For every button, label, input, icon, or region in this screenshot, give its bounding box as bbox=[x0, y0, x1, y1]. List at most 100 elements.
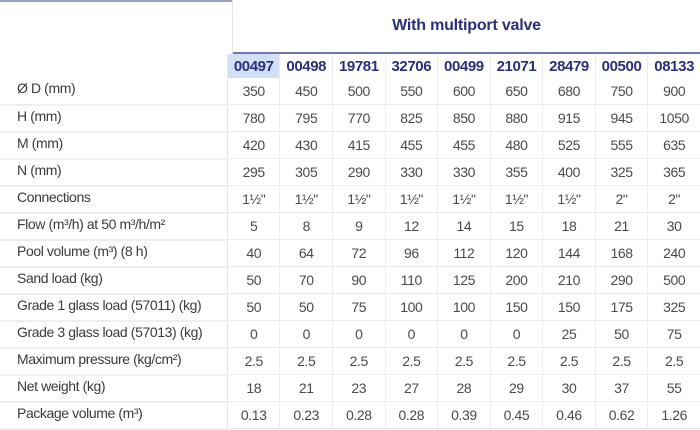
cell-value: 30 bbox=[542, 374, 596, 403]
cell-value: 0 bbox=[437, 320, 491, 349]
cell-value: 1½" bbox=[489, 185, 543, 214]
product-code-header: 21071 bbox=[489, 54, 543, 79]
cell-value: 23 bbox=[332, 374, 386, 403]
product-code-header: 00498 bbox=[279, 54, 333, 79]
table-row: Grade 3 glass load (57013) (kg) 0 0 0 0 0 0 25 5… bbox=[0, 320, 700, 349]
cell-value: 2.5 bbox=[226, 347, 280, 376]
cell-value: 112 bbox=[437, 239, 491, 268]
cell-value: 2.5 bbox=[647, 347, 700, 376]
cell-value: 455 bbox=[437, 131, 491, 160]
table-row: Flow (m³/h) at 50 m³/h/m² 5 8 9 12 14 15 18 21 30 bbox=[0, 212, 700, 241]
row-label: Net weight (kg) bbox=[0, 374, 228, 403]
cell-value: 330 bbox=[437, 158, 491, 187]
cell-value: 2" bbox=[647, 185, 700, 214]
cell-value: 450 bbox=[279, 78, 333, 106]
cell-value: 125 bbox=[437, 266, 491, 295]
cell-value: 880 bbox=[489, 104, 543, 133]
cell-value: 900 bbox=[647, 78, 700, 106]
table-row: Pool volume (m³) (8 h) 40 64 72 96 112 120 144 1… bbox=[0, 239, 700, 268]
cell-value: 144 bbox=[542, 239, 596, 268]
row-label: Pool volume (m³) (8 h) bbox=[0, 239, 228, 268]
row-label: M (mm) bbox=[0, 131, 228, 160]
cell-value: 9 bbox=[332, 212, 386, 241]
cell-value: 18 bbox=[542, 212, 596, 241]
cell-value: 2.5 bbox=[594, 347, 648, 376]
cell-value: 0.46 bbox=[542, 401, 596, 430]
table-row: M (mm) 420 430 415 455 455 480 525 555 635 bbox=[0, 131, 700, 160]
table-title: With multiport valve bbox=[392, 17, 541, 34]
cell-value: 150 bbox=[489, 293, 543, 322]
cell-value: 0 bbox=[489, 320, 543, 349]
row-label: Maximum pressure (kg/cm²) bbox=[0, 347, 228, 376]
table-row: Grade 1 glass load (57011) (kg) 50 50 75 100… bbox=[0, 293, 700, 322]
cell-value: 780 bbox=[226, 104, 280, 133]
cell-value: 0.28 bbox=[332, 401, 386, 430]
cell-value: 290 bbox=[594, 266, 648, 295]
cell-value: 550 bbox=[384, 78, 438, 106]
cell-value: 1½" bbox=[542, 185, 596, 214]
cell-value: 290 bbox=[332, 158, 386, 187]
cell-value: 150 bbox=[542, 293, 596, 322]
cell-value: 40 bbox=[226, 239, 280, 268]
cell-value: 500 bbox=[332, 78, 386, 106]
cell-value: 12 bbox=[384, 212, 438, 241]
cell-value: 50 bbox=[226, 293, 280, 322]
cell-value: 27 bbox=[384, 374, 438, 403]
cell-value: 1½" bbox=[384, 185, 438, 214]
cell-value: 480 bbox=[489, 131, 543, 160]
cell-value: 680 bbox=[542, 78, 596, 106]
header-blank bbox=[0, 54, 227, 78]
table-row: N (mm) 295 305 290 330 330 355 400 325 365 bbox=[0, 158, 700, 187]
spec-table: 00497 00498 19781 32706 00499 21071 28479 00500… bbox=[0, 54, 700, 430]
cell-value: 1050 bbox=[647, 104, 700, 133]
table-row: Connections 1½" 1½" 1½" 1½" 1½" 1½" 1½" 2" 2" bbox=[0, 185, 700, 214]
cell-value: 555 bbox=[594, 131, 648, 160]
table-row: Package volume (m³) 0.13 0.23 0.28 0.28 0.39 0… bbox=[0, 401, 700, 430]
cell-value: 750 bbox=[594, 78, 648, 106]
cell-value: 850 bbox=[437, 104, 491, 133]
cell-value: 50 bbox=[279, 293, 333, 322]
cell-value: 0 bbox=[384, 320, 438, 349]
cell-value: 325 bbox=[647, 293, 700, 322]
cell-value: 2.5 bbox=[542, 347, 596, 376]
cell-value: 295 bbox=[226, 158, 280, 187]
cell-value: 400 bbox=[542, 158, 596, 187]
cell-value: 168 bbox=[594, 239, 648, 268]
cell-value: 600 bbox=[437, 78, 491, 106]
cell-value: 0.39 bbox=[437, 401, 491, 430]
table-row: Sand load (kg) 50 70 90 110 125 200 210 290 500 bbox=[0, 266, 700, 295]
product-code-header: 32706 bbox=[384, 54, 438, 79]
cell-value: 120 bbox=[489, 239, 543, 268]
cell-value: 18 bbox=[226, 374, 280, 403]
cell-value: 21 bbox=[279, 374, 333, 403]
row-label: Ø D (mm) bbox=[0, 78, 228, 106]
cell-value: 15 bbox=[489, 212, 543, 241]
cell-value: 420 bbox=[226, 131, 280, 160]
cell-value: 650 bbox=[489, 78, 543, 106]
cell-value: 175 bbox=[594, 293, 648, 322]
row-label: Connections bbox=[0, 185, 228, 214]
top-divider bbox=[0, 0, 232, 2]
cell-value: 2.5 bbox=[489, 347, 543, 376]
cell-value: 355 bbox=[489, 158, 543, 187]
cell-value: 1.26 bbox=[647, 401, 700, 430]
cell-value: 0 bbox=[226, 320, 280, 349]
cell-value: 50 bbox=[594, 320, 648, 349]
table-row: Ø D (mm) 350 450 500 550 600 650 680 750 900 bbox=[0, 78, 700, 106]
cell-value: 64 bbox=[279, 239, 333, 268]
cell-value: 1½" bbox=[226, 185, 280, 214]
cell-value: 795 bbox=[279, 104, 333, 133]
cell-value: 8 bbox=[279, 212, 333, 241]
row-label: H (mm) bbox=[0, 104, 228, 133]
cell-value: 0 bbox=[332, 320, 386, 349]
cell-value: 5 bbox=[226, 212, 280, 241]
cell-value: 635 bbox=[647, 131, 700, 160]
table-row: Maximum pressure (kg/cm²) 2.5 2.5 2.5 2.5 2.5… bbox=[0, 347, 700, 376]
cell-value: 915 bbox=[542, 104, 596, 133]
cell-value: 37 bbox=[594, 374, 648, 403]
cell-value: 415 bbox=[332, 131, 386, 160]
cell-value: 100 bbox=[437, 293, 491, 322]
cell-value: 50 bbox=[226, 266, 280, 295]
cell-value: 0.23 bbox=[279, 401, 333, 430]
cell-value: 240 bbox=[647, 239, 700, 268]
